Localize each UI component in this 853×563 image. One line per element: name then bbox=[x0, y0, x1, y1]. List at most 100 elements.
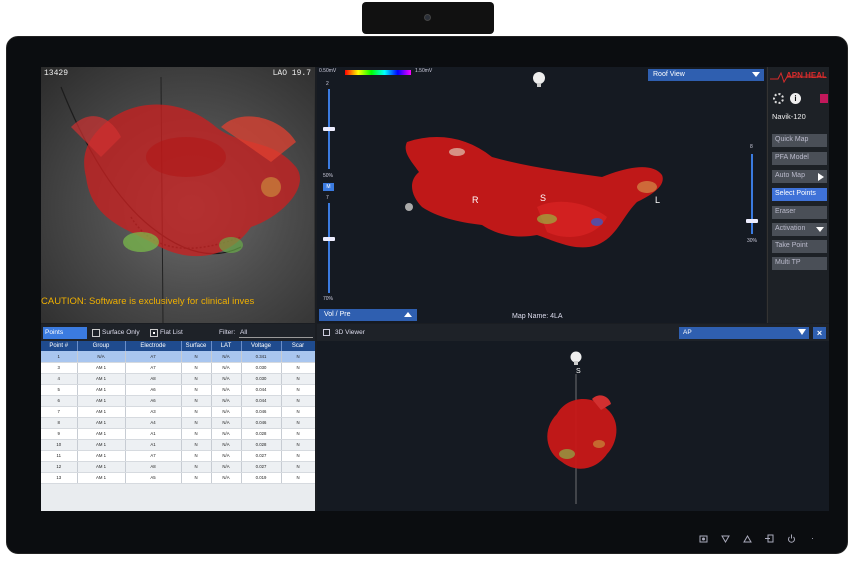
view-select[interactable]: Roof View bbox=[648, 69, 764, 81]
surface-only-label: Surface Only bbox=[102, 329, 140, 336]
select-points-button[interactable]: Select Points bbox=[772, 188, 827, 201]
table-row[interactable]: 13 AM 1 A5 N N/A 0.019 N bbox=[41, 472, 315, 484]
take-point-label: Take Point bbox=[775, 242, 808, 249]
play-icon bbox=[818, 173, 824, 181]
table-row[interactable]: 3 AM 1 A7 N N/A 0.030 N bbox=[41, 362, 315, 374]
power-icon[interactable] bbox=[787, 534, 796, 543]
chevron-up-icon bbox=[404, 312, 412, 317]
voltage-colorbar bbox=[345, 70, 411, 75]
threshold-slider-thumb[interactable] bbox=[323, 237, 335, 241]
input-icon[interactable] bbox=[765, 534, 774, 543]
table-row[interactable]: 8 AM 1 A4 N N/A 0.046 N bbox=[41, 417, 315, 429]
table-row[interactable]: 7 AM 1 A3 N N/A 0.046 N bbox=[41, 406, 315, 418]
table-cell: N bbox=[281, 428, 315, 440]
table-cell: 0.044 bbox=[241, 395, 282, 407]
table-cell: AM 1 bbox=[77, 373, 126, 385]
table-cell: N/A bbox=[211, 384, 242, 396]
table-cell: A3 bbox=[125, 406, 182, 418]
col-point-number[interactable]: Point # bbox=[41, 341, 78, 351]
surface-only-checkbox[interactable] bbox=[92, 329, 100, 337]
col-surface[interactable]: Surface bbox=[181, 341, 212, 351]
head-orientation-icon bbox=[533, 72, 545, 87]
screenshot-icon[interactable] bbox=[699, 534, 708, 543]
up-icon[interactable] bbox=[743, 534, 752, 543]
auto-map-label: Auto Map bbox=[775, 172, 805, 179]
main-map-panel[interactable]: 0.50mV 1.50mV Roof View 2 50% M 7 70% 8 bbox=[317, 67, 766, 323]
flat-list-checkbox[interactable] bbox=[150, 329, 158, 337]
table-cell: A4 bbox=[125, 417, 182, 429]
opacity-slider-thumb[interactable] bbox=[323, 127, 335, 131]
table-cell: N/A bbox=[211, 406, 242, 418]
table-cell: AM 1 bbox=[77, 472, 126, 484]
table-cell: N bbox=[281, 439, 315, 451]
right-slider-thumb[interactable] bbox=[746, 219, 758, 223]
colorbar-min-label: 0.50mV bbox=[319, 68, 337, 74]
filter-input[interactable] bbox=[239, 328, 313, 338]
table-row[interactable]: 11 AM 1 A7 N N/A 0.027 N bbox=[41, 450, 315, 462]
col-lat[interactable]: LAT bbox=[211, 341, 242, 351]
points-table: Point # Group Electrode Surface LAT Volt… bbox=[41, 341, 315, 484]
down-icon[interactable] bbox=[721, 534, 730, 543]
screen: 13429 LAO 19.7 CAUTION: Software is excl… bbox=[41, 67, 829, 511]
table-cell: 0.046 bbox=[241, 406, 282, 418]
table-cell: A7 bbox=[125, 450, 182, 462]
col-voltage[interactable]: Voltage bbox=[241, 341, 282, 351]
gear-icon[interactable] bbox=[773, 93, 784, 104]
table-cell: N/A bbox=[211, 362, 242, 374]
atrium-3d-small-map[interactable] bbox=[537, 374, 627, 508]
table-cell: 0.027 bbox=[241, 461, 282, 473]
3d-viewer-panel[interactable]: 3D Viewer AP × S bbox=[317, 324, 829, 511]
table-cell: N bbox=[281, 472, 315, 484]
table-row[interactable]: 1 N/A A7 N N/A 0.341 N bbox=[41, 351, 315, 363]
table-row[interactable]: 12 AM 1 A8 N N/A 0.027 N bbox=[41, 461, 315, 473]
info-icon[interactable]: i bbox=[790, 93, 801, 104]
mode-button[interactable]: M bbox=[323, 183, 334, 191]
table-cell: AM 1 bbox=[77, 461, 126, 473]
viewer-view-select[interactable]: AP bbox=[679, 327, 809, 339]
vol-pre-select[interactable]: Vol / Pre bbox=[319, 309, 417, 321]
opacity-slider-value: 50% bbox=[323, 173, 334, 179]
table-row[interactable]: 10 AM 1 A1 N N/A 0.028 N bbox=[41, 439, 315, 451]
activation-label: Activation bbox=[775, 225, 806, 232]
fluoro-panel: 13429 LAO 19.7 CAUTION: Software is excl… bbox=[41, 67, 315, 323]
table-cell: N bbox=[281, 351, 315, 363]
viewer-title: 3D Viewer bbox=[335, 329, 365, 336]
table-cell: N bbox=[181, 384, 212, 396]
table-row[interactable]: 6 AM 1 A6 N N/A 0.044 N bbox=[41, 395, 315, 407]
table-cell: N bbox=[181, 417, 212, 429]
caution-banner: CAUTION: Software is exclusively for cli… bbox=[41, 296, 255, 307]
auto-map-button[interactable]: Auto Map bbox=[772, 170, 827, 183]
col-group[interactable]: Group bbox=[77, 341, 126, 351]
table-cell: AM 1 bbox=[77, 439, 126, 451]
pfa-model-button[interactable]: PFA Model bbox=[772, 152, 827, 165]
table-row[interactable]: 4 AM 1 A8 N N/A 0.030 N bbox=[41, 373, 315, 385]
col-scar[interactable]: Scar bbox=[281, 341, 315, 351]
chevron-down-icon bbox=[798, 329, 806, 335]
multi-tp-button[interactable]: Multi TP bbox=[772, 257, 827, 270]
right-slider-track[interactable] bbox=[751, 154, 753, 234]
viewer-view-value: AP bbox=[683, 329, 692, 336]
close-icon[interactable]: × bbox=[813, 327, 826, 339]
eraser-button[interactable]: Eraser bbox=[772, 206, 827, 219]
table-cell: N bbox=[281, 450, 315, 462]
table-row[interactable]: 5 AM 1 A6 N N/A 0.044 N bbox=[41, 384, 315, 396]
table-cell: N/A bbox=[211, 417, 242, 429]
table-cell: 13 bbox=[41, 472, 78, 484]
table-cell: 9 bbox=[41, 428, 78, 440]
table-header-row: Point # Group Electrode Surface LAT Volt… bbox=[41, 341, 315, 351]
col-electrode[interactable]: Electrode bbox=[125, 341, 182, 351]
atrium-3d-map[interactable] bbox=[397, 127, 687, 257]
fluoro-overlay bbox=[60, 76, 300, 323]
activation-button[interactable]: Activation bbox=[772, 223, 827, 236]
table-cell: A8 bbox=[125, 461, 182, 473]
take-point-button[interactable]: Take Point bbox=[772, 240, 827, 253]
orient-left-label: L bbox=[655, 195, 661, 205]
threshold-slider-track[interactable] bbox=[328, 203, 330, 293]
table-row[interactable]: 9 AM 1 A1 N N/A 0.028 N bbox=[41, 428, 315, 440]
quick-map-button[interactable]: Quick Map bbox=[772, 134, 827, 147]
table-cell: 3 bbox=[41, 362, 78, 374]
table-cell: 0.030 bbox=[241, 362, 282, 374]
ecg-logo-icon bbox=[770, 71, 826, 83]
tab-points[interactable]: Points bbox=[43, 327, 87, 339]
brand-name: APN HEAL bbox=[786, 71, 827, 80]
